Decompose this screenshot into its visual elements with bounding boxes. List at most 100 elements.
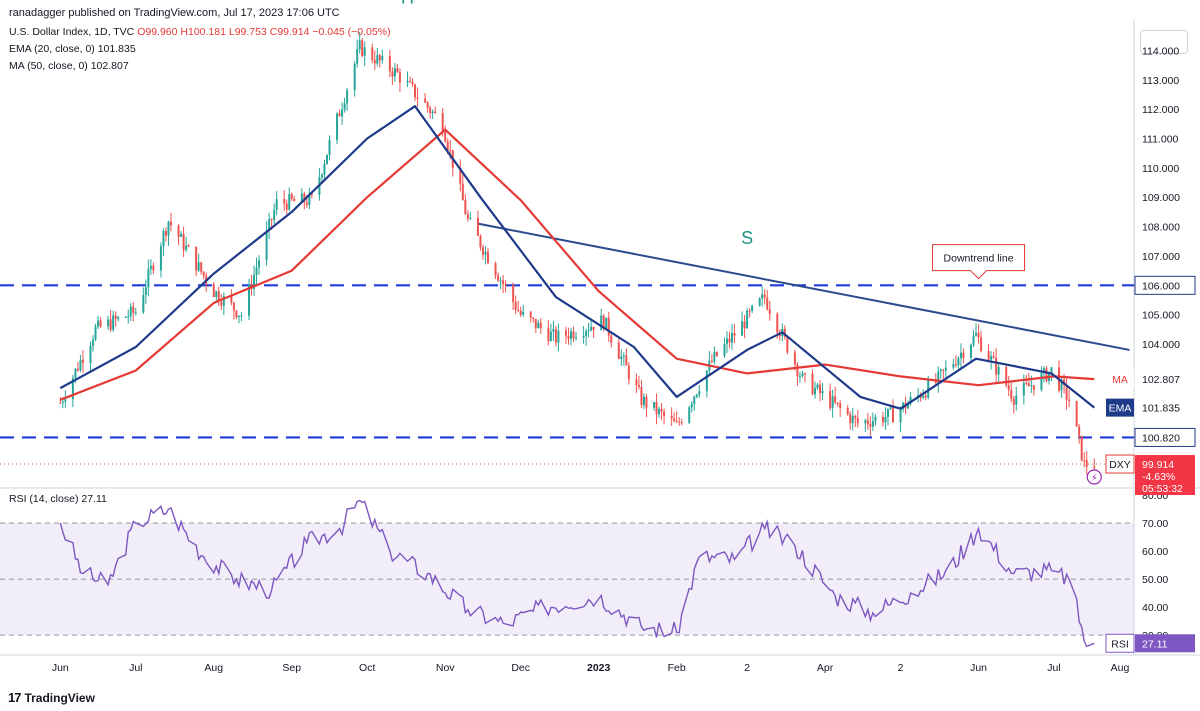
candle-body — [149, 265, 152, 270]
candle-body — [323, 164, 326, 175]
candle-body — [1042, 368, 1045, 374]
time-axis-tick: Aug — [1111, 662, 1130, 674]
chart-settings-button[interactable] — [1140, 30, 1188, 54]
candle-body — [793, 352, 796, 365]
candle-body — [59, 402, 62, 404]
candle-body — [532, 317, 535, 319]
candle-body — [959, 352, 962, 359]
candle-body — [907, 403, 910, 409]
candle-body — [283, 199, 286, 204]
candle-body — [620, 356, 623, 359]
candle-body — [575, 337, 578, 339]
rsi-tag-label-bg — [1105, 633, 1135, 653]
candle-body — [424, 98, 427, 103]
rsi-axis-tick: 60.00 — [1142, 546, 1168, 558]
candle-body — [431, 111, 434, 114]
candle-body — [393, 68, 396, 77]
candle-body — [325, 154, 328, 165]
candle-body — [303, 193, 306, 203]
candle-body — [610, 335, 613, 343]
candle-body — [466, 214, 469, 219]
candle-body — [514, 301, 517, 310]
candle-body — [449, 149, 452, 151]
time-axis-tick: 2023 — [587, 662, 611, 674]
candle-body — [476, 217, 479, 236]
candle-body — [572, 331, 575, 339]
candle-body — [1027, 383, 1030, 387]
ema-label: EMA (20, close, 0) — [9, 43, 95, 55]
candle-body — [889, 407, 892, 409]
time-axis-tick: Aug — [204, 662, 223, 674]
candle-body — [909, 396, 912, 404]
candle-body — [406, 80, 409, 83]
candle-body — [94, 326, 97, 340]
candle-body — [680, 422, 683, 424]
candle-body — [839, 403, 842, 409]
candle-body — [758, 298, 761, 306]
candle-body — [693, 396, 696, 404]
candle-body — [587, 330, 590, 332]
candle-body — [517, 309, 520, 311]
candle-body — [783, 328, 786, 337]
ema-price-tag-label: EMA — [1109, 403, 1132, 415]
candle-body — [308, 193, 311, 205]
pattern-label-h: H — [401, 0, 414, 7]
candle-body — [1060, 379, 1063, 391]
candle-body — [144, 287, 147, 296]
candle-body — [622, 355, 625, 357]
candle-body — [117, 316, 120, 319]
candle-body — [353, 63, 356, 91]
candle-body — [856, 418, 859, 424]
candle-body — [725, 338, 728, 345]
candle-body — [529, 311, 532, 318]
candle-body — [182, 233, 185, 250]
candle-body — [446, 141, 449, 150]
time-axis-tick: Oct — [359, 662, 375, 674]
lightning-icon-ring — [1086, 469, 1102, 485]
candle-body — [534, 318, 537, 329]
candle-body — [1050, 367, 1053, 373]
candle-body — [640, 387, 643, 406]
candle-body — [92, 339, 95, 346]
candle-body — [600, 315, 603, 331]
lightning-icon[interactable]: ⚡ — [1086, 469, 1102, 485]
rsi-tag-value-bg — [1135, 634, 1195, 653]
candle-body — [992, 356, 995, 358]
candle-body — [185, 245, 188, 250]
candle-body — [819, 384, 822, 394]
candle-body — [240, 315, 243, 317]
candle-body — [64, 399, 67, 402]
level-price-tag-bg — [1134, 275, 1196, 295]
candle-body — [710, 360, 713, 362]
candle-body — [152, 265, 155, 271]
candle-body — [265, 230, 268, 261]
price-axis-tick: 105.000 — [1142, 310, 1180, 322]
candle-body — [786, 336, 789, 353]
candle-body — [1025, 382, 1028, 384]
candle-body — [803, 373, 806, 375]
candle-body — [320, 174, 323, 178]
candle-body — [831, 396, 834, 408]
candle-body — [142, 295, 145, 313]
candle-body — [698, 391, 701, 395]
candle-body — [81, 359, 84, 363]
candle-body — [89, 345, 92, 363]
time-axis-tick: 2 — [898, 662, 904, 674]
candle-body — [429, 107, 432, 114]
candle-body — [235, 310, 238, 318]
candle-body — [180, 233, 183, 237]
candle-body — [731, 332, 734, 343]
downtrend-line — [477, 222, 1130, 351]
candle-body — [705, 370, 708, 392]
price-axis-tick: 114.000 — [1142, 45, 1179, 57]
ema-price-tag-value: 101.835 — [1142, 403, 1180, 415]
candle-body — [564, 330, 567, 336]
candle-body — [962, 352, 965, 358]
pattern-label-s: S — [741, 228, 753, 248]
time-axis-tick: Feb — [668, 662, 686, 674]
candle-body — [79, 359, 82, 371]
candle-body — [376, 55, 379, 64]
candle-body — [892, 407, 895, 423]
candle-body — [554, 328, 557, 343]
candle-body — [763, 294, 766, 298]
